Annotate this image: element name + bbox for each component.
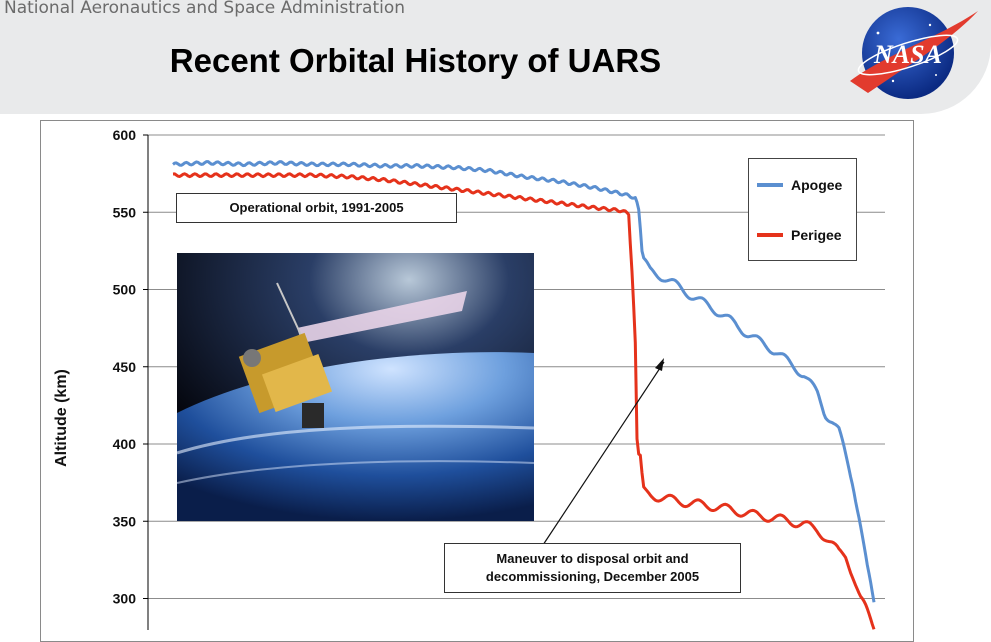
legend-entry-apogee: Apogee: [757, 177, 842, 193]
legend-label-perigee: Perigee: [791, 227, 842, 243]
nasa-logo: NASA: [850, 7, 978, 99]
legend-label-apogee: Apogee: [791, 177, 843, 193]
logo-text: NASA: [873, 40, 942, 69]
y-axis-label: Altitude (km): [53, 369, 70, 467]
annotation-arrow-head: [655, 358, 664, 371]
series-line-perigee: [172, 172, 876, 630]
chart-legend: Apogee Perigee: [748, 158, 857, 261]
page-title: Recent Orbital History of UARS: [169, 42, 662, 79]
annotation-operational-orbit-text: Operational orbit, 1991-2005: [229, 200, 404, 215]
y-tick-label: 350: [113, 513, 137, 529]
annotation-arrow-line: [542, 361, 665, 546]
y-tick-label: 550: [113, 204, 137, 220]
satellite-photo: [177, 253, 534, 521]
y-tick-label: 400: [113, 436, 137, 452]
y-tick-label: 600: [113, 127, 137, 143]
series-line-apogee: [172, 160, 876, 603]
annotation-maneuver-line1: Maneuver to disposal orbit and: [496, 551, 689, 566]
y-tick-label: 500: [113, 282, 137, 298]
y-tick-label: 300: [113, 591, 137, 607]
header-banner: National Aeronautics and Space Administr…: [0, 0, 991, 114]
annotation-maneuver-line2: decommissioning, December 2005: [485, 569, 700, 584]
annotation-maneuver: Maneuver to disposal orbit and decommiss…: [444, 543, 741, 593]
annotation-operational-orbit: Operational orbit, 1991-2005: [176, 193, 457, 223]
legend-entry-perigee: Perigee: [757, 227, 842, 243]
legend-swatch-perigee: [757, 233, 783, 237]
y-tick-label: 450: [113, 359, 137, 375]
agency-name: National Aeronautics and Space Administr…: [4, 0, 406, 18]
legend-swatch-apogee: [757, 183, 783, 187]
